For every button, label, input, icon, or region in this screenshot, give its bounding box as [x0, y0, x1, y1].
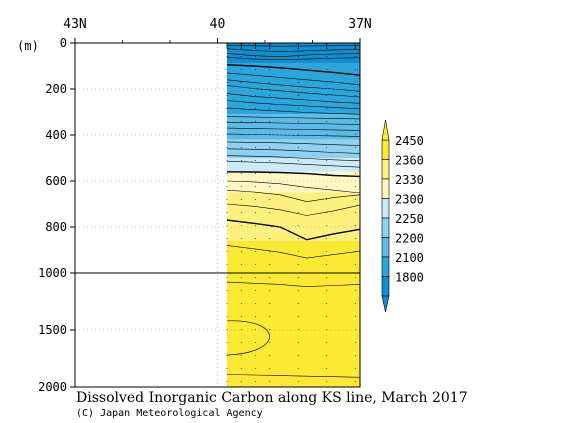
contour-shallow-0: [226, 45, 361, 47]
contour-shallow-1: [226, 48, 361, 53]
contour-upper-4: [226, 93, 361, 104]
chart-credit: (C) Japan Meteorological Agency: [76, 408, 263, 419]
contour-lower-3: [226, 161, 361, 168]
y-tick-label-4: 800: [45, 220, 67, 234]
y-tick-label-6: 1500: [38, 323, 67, 337]
contour-mid-2: [226, 127, 361, 131]
legend-swatch-2450: [381, 139, 390, 160]
contour-upper-3: [226, 85, 361, 98]
grid-lines: [75, 43, 360, 387]
contour-mid-0: [226, 116, 361, 120]
contour-2380: [226, 281, 361, 288]
color-legend: 2450 2360 2330 2300 2250 2200 2100 1800: [381, 119, 424, 313]
dic-band-2330: [227, 171, 360, 193]
dic-band-2300: [227, 158, 360, 172]
y-tick-label-2: 400: [45, 128, 67, 142]
y-axis-ticks: (m) 0 200 400 600 800 1000 1500 2000: [17, 36, 75, 394]
contour-2350: [226, 189, 361, 203]
y-tick-label-0: 0: [60, 36, 67, 50]
legend-label-2330: 2330: [395, 173, 424, 187]
legend-label-2250: 2250: [395, 212, 424, 226]
contour-closed-deep: [226, 320, 270, 356]
dic-bands: [227, 43, 360, 387]
contour-2330: [226, 171, 361, 178]
legend-swatch-2300: [381, 198, 390, 219]
legend-swatch-1800: [381, 276, 390, 297]
contour-lower-1: [226, 148, 361, 154]
legend-swatch-2330: [381, 178, 390, 199]
legend-label-2100: 2100: [395, 251, 424, 265]
y-tick-label-7: 2000: [38, 380, 67, 394]
contour-2355: [226, 203, 361, 216]
contour-upper-2: [226, 79, 361, 92]
dic-band-2100: [227, 63, 360, 115]
contour-lower-0: [226, 141, 361, 146]
x-tick-label-1: 40: [210, 17, 226, 32]
x-tick-label-0: 43N: [63, 17, 86, 32]
legend-top-arrow: [381, 119, 390, 141]
contour-2360: [226, 219, 361, 241]
station-markers: [226, 43, 356, 387]
chart-title: Dissolved Inorganic Carbon along KS line…: [76, 390, 468, 406]
contour-lower-2: [226, 155, 361, 162]
legend-label-2360: 2360: [395, 154, 424, 168]
legend-swatch-2360: [381, 159, 390, 180]
y-tick-label-1: 200: [45, 82, 67, 96]
y-unit-label: (m): [17, 39, 39, 53]
x-axis-ticks: 43N 40 37N: [63, 17, 372, 43]
x-tick-label-2: 37N: [348, 17, 371, 32]
legend-label-2200: 2200: [395, 232, 424, 246]
contour-upper-0: [226, 64, 361, 76]
legend-label-2300: 2300: [395, 193, 424, 207]
contour-upper-6: [226, 107, 361, 115]
y-tick-label-5: 1000: [38, 266, 67, 280]
legend-label-1800: 1800: [395, 271, 424, 285]
contour-2370: [226, 245, 361, 259]
contour-mid-1: [226, 122, 361, 125]
legend-label-2450: 2450: [395, 134, 424, 148]
contour-mid-3: [226, 133, 361, 137]
contour-deep: [226, 374, 361, 378]
contour-shallow-2: [226, 53, 361, 58]
legend-swatch-2250: [381, 217, 390, 238]
contour-2340: [226, 180, 361, 194]
contour-lines: [226, 45, 361, 378]
dic-band-2450: [227, 240, 360, 387]
legend-swatch-2100: [381, 256, 390, 277]
contour-shallow-3: [226, 57, 361, 60]
legend-swatch-2200: [381, 237, 390, 258]
legend-bottom-arrow: [381, 295, 390, 313]
contour-upper-1: [226, 72, 361, 86]
contour-upper-5: [226, 100, 361, 110]
y-tick-label-3: 600: [45, 174, 67, 188]
